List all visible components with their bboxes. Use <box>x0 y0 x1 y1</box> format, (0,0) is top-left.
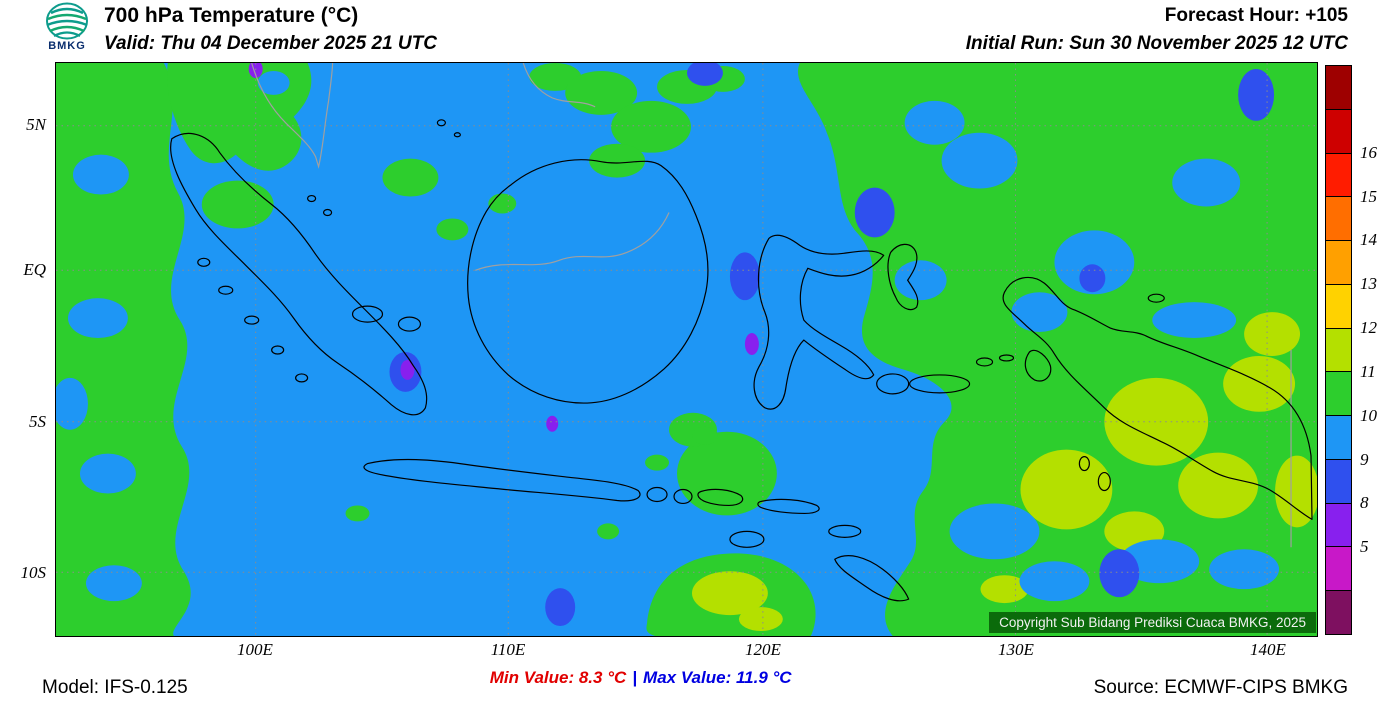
temperature-fill-layer <box>56 63 1317 636</box>
header-right: Forecast Hour: +105 Initial Run: Sun 30 … <box>966 2 1348 57</box>
header: BMKG 700 hPa Temperature (°C) Valid: Thu… <box>0 0 1400 62</box>
lat-label-5s: 5S <box>29 412 46 431</box>
source-label: Source: ECMWF-CIPS BMKG <box>1093 677 1348 698</box>
legend-value-label: 8 <box>1360 493 1369 513</box>
foreign-borders-layer <box>251 63 1292 548</box>
lon-label-140e: 140E <box>1250 640 1286 659</box>
coastlines-layer <box>170 119 1313 602</box>
initial-run-label: Initial Run: Sun 30 November 2025 12 UTC <box>965 33 1348 54</box>
minmax-values: Min Value: 8.3 °C | Max Value: 11.9 °C <box>490 663 792 688</box>
legend-band <box>1326 546 1351 591</box>
minmax-separator: | <box>632 668 638 687</box>
forecast-hour-label: Forecast Hour: +105 <box>1164 5 1348 26</box>
lat-label-5n: 5N <box>26 115 46 134</box>
bmkg-logo: BMKG <box>42 2 92 52</box>
legend-band <box>1326 283 1351 328</box>
title-block: 700 hPa Temperature (°C) Valid: Thu 04 D… <box>104 2 437 57</box>
legend-band <box>1326 502 1351 547</box>
lat-label-eq: EQ <box>23 260 46 279</box>
legend-value-label: 14 <box>1360 230 1377 250</box>
lon-label-110e: 110E <box>490 640 526 659</box>
legend-value-label: 12 <box>1360 318 1377 338</box>
colorbar-labels: 16 15 14 13 12 11 10 9 8 5 <box>1360 65 1400 635</box>
legend-band <box>1326 327 1351 372</box>
legend-value-label: 13 <box>1360 274 1377 294</box>
indonesia-weather-map <box>56 63 1317 636</box>
legend-band <box>1326 415 1351 459</box>
bmkg-globe-icon <box>46 2 88 40</box>
legend-band <box>1326 240 1351 284</box>
lon-label-120e: 120E <box>745 640 781 659</box>
lon-label-130e: 130E <box>998 640 1034 659</box>
header-left: BMKG 700 hPa Temperature (°C) Valid: Thu… <box>42 2 437 57</box>
legend-value-label: 16 <box>1360 142 1377 162</box>
bmkg-logo-text: BMKG <box>48 40 86 52</box>
lon-label-100e: 100E <box>237 640 273 659</box>
footer: Model: IFS-0.125 Min Value: 8.3 °C | Max V… <box>0 663 1400 699</box>
legend-band <box>1326 371 1351 416</box>
model-label: Model: IFS-0.125 <box>42 677 188 698</box>
graticule-layer <box>56 63 1317 636</box>
legend-band <box>1326 108 1351 153</box>
max-value-label: Max Value: 11.9 °C <box>643 668 792 687</box>
legend-value-label: 5 <box>1360 537 1369 557</box>
lat-label-10s: 10S <box>20 563 47 582</box>
copyright-notice: Copyright Sub Bidang Prediksi Cuaca BMKG… <box>989 612 1316 633</box>
legend-value-label: 11 <box>1360 361 1376 381</box>
min-value-label: Min Value: 8.3 °C <box>489 668 627 687</box>
temperature-colorbar <box>1325 65 1352 635</box>
legend-value-label: 15 <box>1360 186 1377 206</box>
legend-band <box>1326 196 1351 241</box>
legend-band <box>1326 458 1351 503</box>
legend-value-label: 10 <box>1360 405 1377 425</box>
legend-band <box>1326 66 1351 109</box>
legend-band <box>1326 152 1351 197</box>
page-title: 700 hPa Temperature (°C) <box>104 4 359 27</box>
legend-value-label: 9 <box>1360 449 1369 469</box>
valid-time-label: Valid: Thu 04 December 2025 21 UTC <box>104 33 437 54</box>
legend-band <box>1326 590 1351 634</box>
map-frame: Copyright Sub Bidang Prediksi Cuaca BMKG… <box>55 62 1318 637</box>
